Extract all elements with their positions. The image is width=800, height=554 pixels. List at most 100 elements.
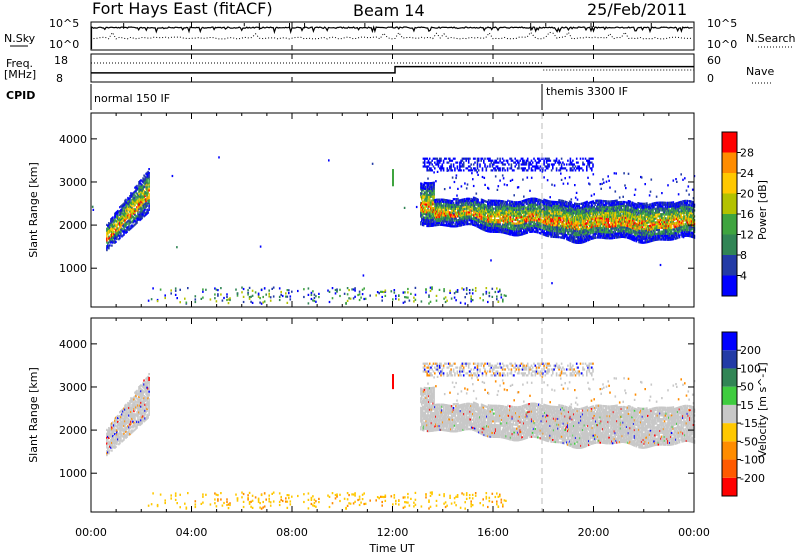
power-cell [423,183,426,186]
power-cell [655,221,658,224]
power-cell [439,200,442,203]
power-cell [427,213,429,216]
power-cell [603,231,605,234]
power-cell [441,221,443,224]
power-cell [509,202,512,205]
power-cell [478,220,480,223]
power-cell [529,189,531,192]
power-cell [427,221,429,224]
power-cell [129,195,131,198]
power-cell [516,201,518,204]
power-cell [484,204,486,207]
power-cell [530,226,533,229]
power-cell [478,202,480,206]
power-cell [632,227,634,230]
power-cell [494,217,496,220]
power-cell [113,227,115,230]
power-cell [126,228,128,231]
power-cell [470,215,472,218]
power-cell [539,203,542,206]
power-cell [125,200,127,203]
power-cell [628,235,631,238]
power-cell [443,222,445,225]
power-cell [615,203,617,206]
power-cell [517,232,520,235]
power-cell [133,224,135,227]
power-cell [637,229,639,232]
power-cell [591,229,594,232]
power-cell [616,205,618,208]
power-cell [600,199,602,202]
power-cell [597,228,600,231]
power-cell [450,219,453,222]
power-cell [555,212,558,215]
power-cell [562,215,565,218]
power-cell [571,223,573,226]
power-cell [588,217,590,220]
power-cell [654,233,656,236]
nsky-label: N.Sky [4,32,36,45]
power-cell [642,228,645,231]
power-cell [582,202,585,205]
power-cell [422,187,425,190]
power-cell [528,200,530,203]
power-cell [583,201,586,204]
power-cell [455,200,457,203]
power-cell [140,194,142,197]
power-cell [531,217,534,220]
power-cell [110,229,112,232]
power-cell [577,236,580,239]
power-cell [496,209,499,212]
power-cell [476,202,478,205]
power-cell [507,203,509,206]
power-cell [630,222,632,225]
power-cell [650,228,653,231]
power-cell [561,221,564,224]
power-cell [654,231,656,234]
power-cell [609,214,611,217]
power-cell [430,207,433,210]
power-cell [426,191,428,195]
power-cell [438,214,441,217]
power-cell [482,226,485,229]
power-cell [136,202,138,205]
power-cell [421,223,424,227]
power-cell [569,230,572,233]
power-cell [647,232,650,236]
power-cell [494,209,497,212]
power-cell [609,212,611,215]
power-cell [145,176,147,179]
power-cell [605,200,608,203]
power-cell [452,225,455,228]
power-cell [434,200,436,204]
power-cell [654,217,657,220]
power-cell [559,211,561,214]
power-cell [531,197,534,200]
power-cell [433,222,435,225]
power-cell [589,205,591,208]
power-cell [128,199,130,202]
power-cell [626,223,629,226]
power-cell [533,219,536,222]
power-cell [440,202,442,205]
power-cell [148,181,150,184]
power-cell [538,218,540,221]
power-cell [429,191,432,194]
power-cell [644,212,646,215]
power-cell [516,228,518,231]
power-cell [612,221,615,224]
power-cell [664,226,667,230]
power-cell [125,202,127,205]
power-cell [476,204,478,207]
power-cell [503,218,506,221]
power-cell [574,208,577,211]
power-cell [567,215,569,218]
power-cell [421,200,424,203]
power-cell [527,200,529,203]
power-cell [654,204,656,207]
power-cell [522,219,524,222]
power-cell [524,224,527,227]
power-cell [529,205,531,208]
power-cell [642,208,645,211]
